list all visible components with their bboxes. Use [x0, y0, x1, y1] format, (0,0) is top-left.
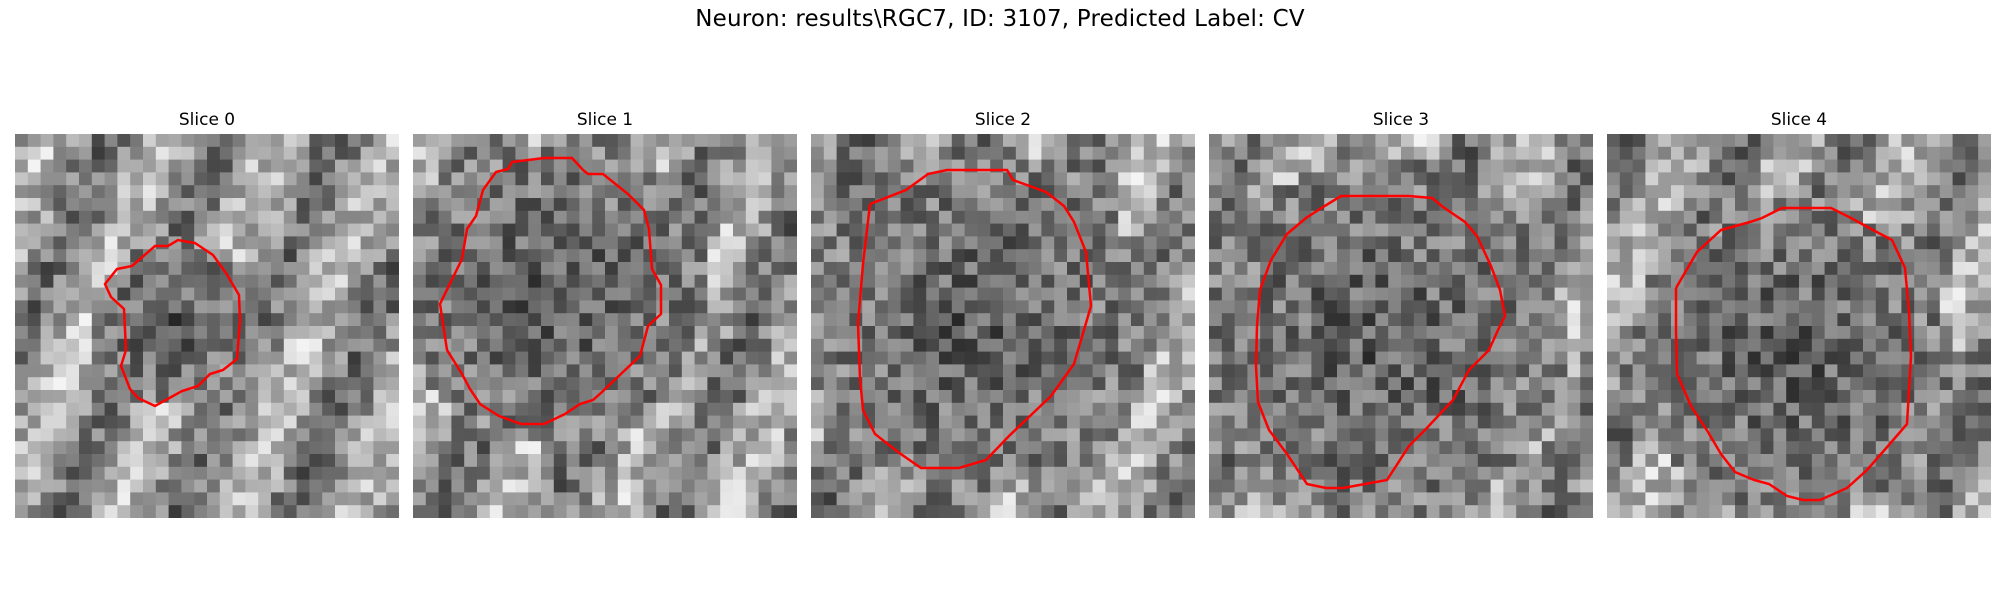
slice-panel-1: Slice 1: [413, 108, 797, 518]
slice-panel-4: Slice 4: [1607, 108, 1991, 518]
slice-image-2: [811, 134, 1195, 518]
cell-contour: [1674, 206, 1913, 502]
cell-contour: [856, 168, 1093, 470]
cell-contour: [438, 156, 663, 426]
figure-title: Neuron: results\RGC7, ID: 3107, Predicte…: [695, 6, 1305, 32]
slice-title: Slice 4: [1770, 110, 1828, 130]
slice-image-1: [413, 134, 797, 518]
slice-title: Slice 2: [974, 110, 1032, 130]
slice-panel-2: Slice 2: [811, 108, 1195, 518]
slice-title: Slice 1: [576, 110, 634, 130]
slice-title: Slice 3: [1372, 110, 1430, 130]
slice-title: Slice 0: [178, 110, 236, 130]
cell-contour: [103, 238, 242, 408]
slice-image-3: [1209, 134, 1593, 518]
slice-image-0: [15, 134, 399, 518]
slice-panel-0: Slice 0: [15, 108, 399, 518]
slice-panel-3: Slice 3: [1209, 108, 1593, 518]
cell-contour: [1254, 194, 1507, 490]
slice-image-4: [1607, 134, 1991, 518]
